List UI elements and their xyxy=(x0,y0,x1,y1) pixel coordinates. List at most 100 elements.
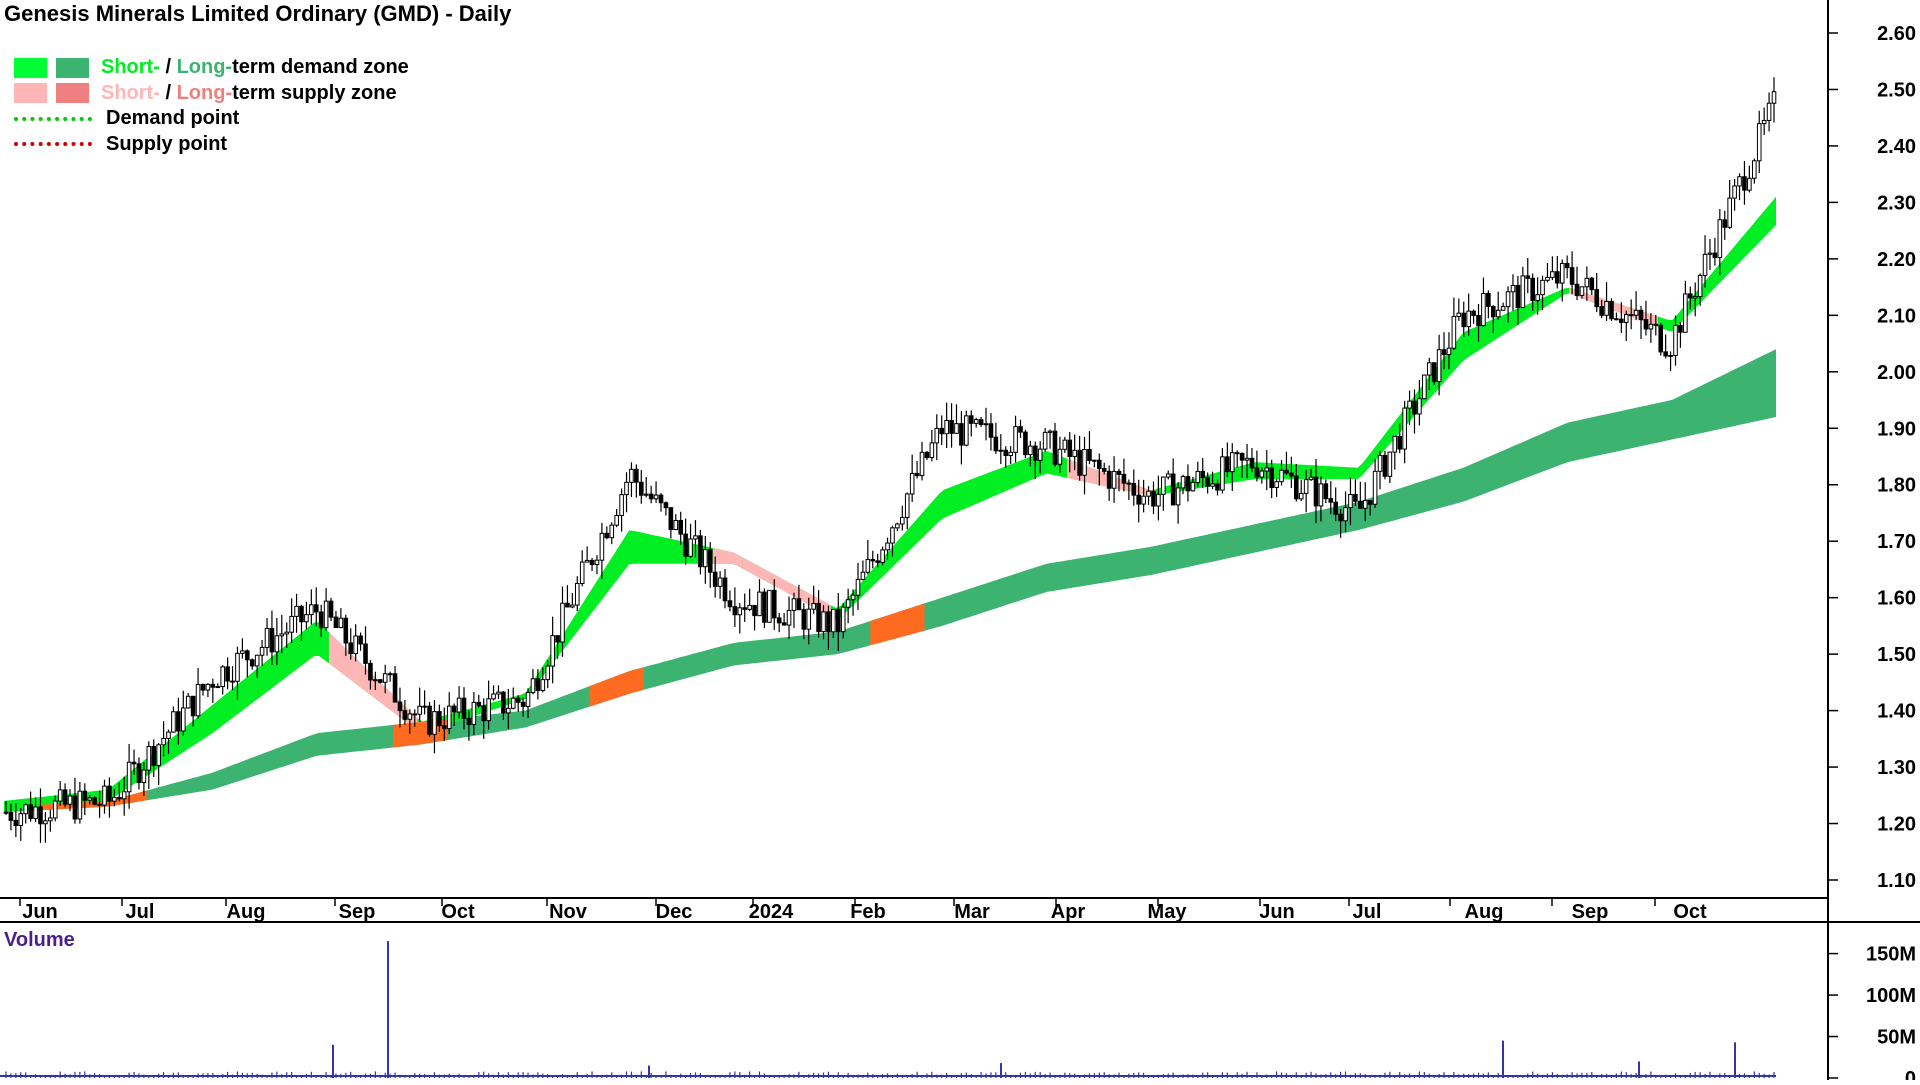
candle-body xyxy=(643,493,649,496)
candle-body xyxy=(1555,271,1560,284)
candle-body xyxy=(1106,470,1112,489)
candle-body xyxy=(1727,197,1732,228)
candle-body xyxy=(663,502,669,509)
candle-body xyxy=(880,549,885,563)
candle-body xyxy=(1584,277,1590,288)
candle-body xyxy=(791,598,797,611)
x-tick-label: Jul xyxy=(1353,901,1382,923)
candle-body xyxy=(890,527,895,544)
x-tick-label: Aug xyxy=(227,901,266,923)
y-tick-label: 1.40 xyxy=(1877,701,1916,723)
candle-body xyxy=(1712,252,1718,259)
candle-body xyxy=(18,813,24,826)
short-term-supply-zone xyxy=(328,632,359,686)
candle-body xyxy=(48,817,53,822)
candle-body xyxy=(432,711,437,735)
candle-body xyxy=(1417,398,1422,415)
candle-body xyxy=(1062,439,1068,450)
legend-demand-point-label: Demand point xyxy=(106,107,240,130)
candle-body xyxy=(353,635,358,655)
candle-body xyxy=(1116,470,1122,475)
candle-body xyxy=(309,604,314,616)
candle-body xyxy=(599,532,605,561)
candle-body xyxy=(584,559,590,563)
x-tick-label: Oct xyxy=(1673,901,1707,923)
candle-body xyxy=(1702,253,1708,276)
x-tick-label: Feb xyxy=(850,901,886,923)
candle-body xyxy=(313,604,319,613)
candle-body xyxy=(1156,493,1161,507)
candle-body xyxy=(525,692,531,707)
candle-body xyxy=(535,678,541,691)
y-tick-label: 1.10 xyxy=(1877,870,1916,892)
legend-supply-point: Supply point xyxy=(14,132,409,158)
candle-body xyxy=(72,795,78,820)
candle-body xyxy=(776,617,782,624)
candle-body xyxy=(1574,283,1580,296)
candle-body xyxy=(909,472,915,495)
candle-body xyxy=(373,679,378,682)
candle-body xyxy=(1028,445,1033,456)
candle-body xyxy=(1229,452,1235,473)
candle-body xyxy=(737,607,743,616)
candle-body xyxy=(1771,91,1777,104)
candle-body xyxy=(747,604,752,610)
candle-body xyxy=(574,583,580,606)
candle-body xyxy=(845,599,851,608)
candle-body xyxy=(1210,483,1215,487)
candle-body xyxy=(1358,500,1363,509)
candle-body xyxy=(437,711,442,727)
candle-body xyxy=(476,701,482,707)
candle-body xyxy=(146,746,152,771)
candle-body xyxy=(1633,309,1639,316)
candle-body xyxy=(62,789,68,805)
candle-body xyxy=(1486,292,1491,307)
candle-body xyxy=(914,472,920,477)
candle-body xyxy=(1170,473,1176,506)
candle-body xyxy=(156,744,161,766)
candle-body xyxy=(988,423,994,438)
candle-body xyxy=(358,635,363,645)
candle-body xyxy=(1609,300,1614,320)
legend-supply-zone: Short- / Long-term supply zone xyxy=(14,81,409,107)
x-tick-label: Jun xyxy=(22,901,58,923)
candle-body xyxy=(1298,492,1304,500)
candle-body xyxy=(245,650,250,661)
x-tick-label: Mar xyxy=(954,901,990,923)
candle-body xyxy=(190,695,196,717)
candle-body xyxy=(382,673,388,683)
short-term-supply-zone xyxy=(742,557,772,585)
candle-body xyxy=(1003,449,1009,456)
legend-supply-point-label: Supply point xyxy=(106,132,228,155)
candle-body xyxy=(1436,349,1442,383)
candle-body xyxy=(171,711,176,733)
candle-body xyxy=(397,701,403,712)
candle-body xyxy=(619,494,624,517)
candle-body xyxy=(1121,473,1127,484)
legend-long-supply-swatch xyxy=(56,83,89,104)
candle-body xyxy=(1476,315,1481,327)
candle-body xyxy=(294,605,299,617)
candle-body xyxy=(254,654,260,667)
candle-body xyxy=(471,701,477,725)
candle-body xyxy=(200,684,206,691)
y-tick-label: 1.90 xyxy=(1877,418,1916,440)
long-term-supply-zone xyxy=(589,667,644,707)
candle-body xyxy=(1037,448,1043,461)
candle-body xyxy=(1161,476,1166,495)
candle-body xyxy=(1761,119,1767,125)
candle-body xyxy=(1653,323,1659,326)
candle-body xyxy=(688,538,693,557)
candle-body xyxy=(993,436,999,452)
candle-body xyxy=(1013,426,1018,453)
candle-body xyxy=(1333,501,1338,515)
candle-body xyxy=(752,604,757,617)
candle-body xyxy=(1220,456,1225,491)
candle-body xyxy=(274,635,280,653)
candle-body xyxy=(1766,102,1772,121)
candle-body xyxy=(673,519,679,531)
candle-body xyxy=(225,666,230,682)
candle-body xyxy=(870,558,876,562)
candle-body xyxy=(185,695,191,709)
candle-body xyxy=(343,617,349,644)
